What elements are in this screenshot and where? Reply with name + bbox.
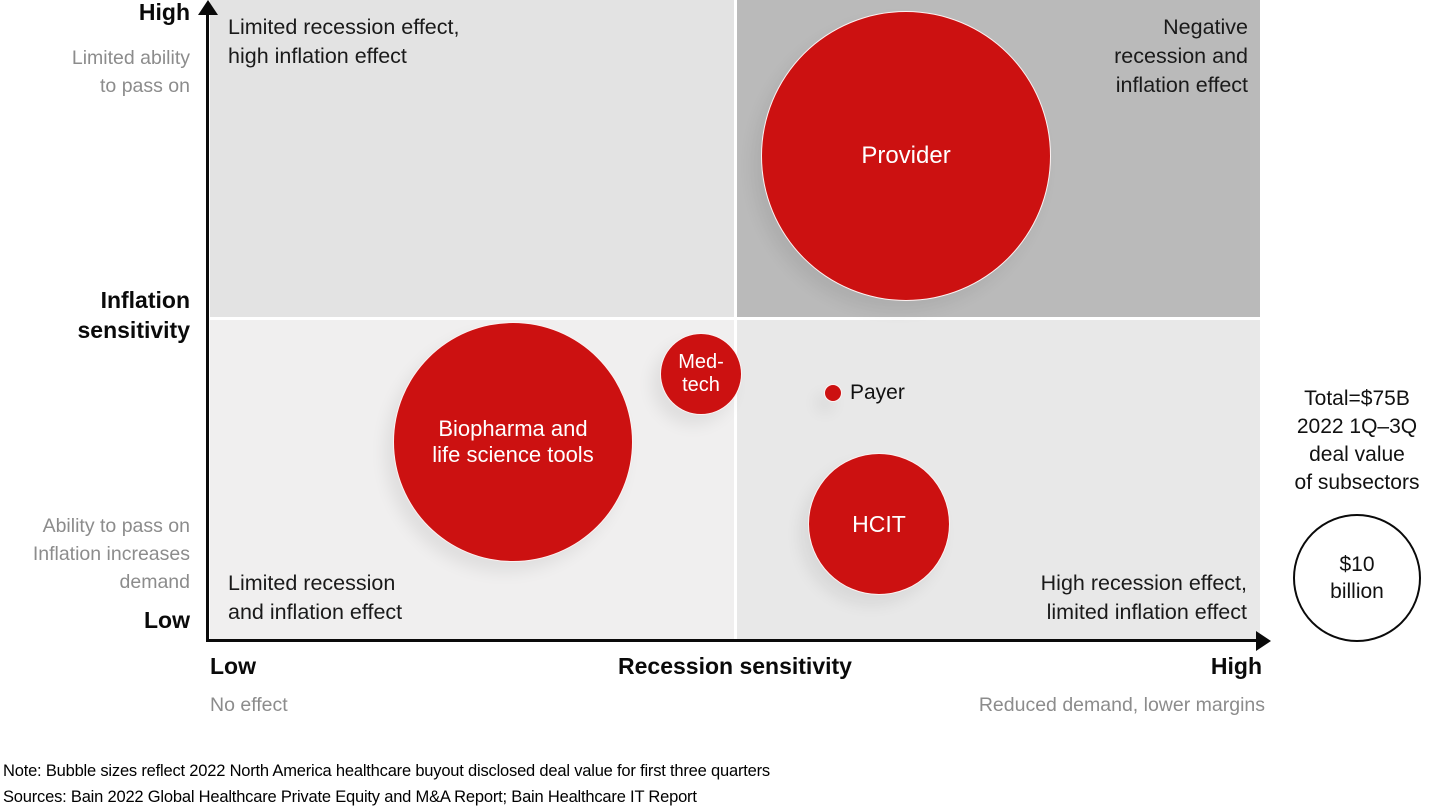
- quadrant-label-top-right: Negative recession and inflation effect: [1114, 15, 1248, 97]
- bubble-payer: [824, 384, 842, 402]
- x-axis-line: [207, 639, 1259, 642]
- bubble-hcit: HCIT: [808, 453, 950, 595]
- x-axis-high-label: High: [1210, 653, 1262, 679]
- footnote-sources: Sources: Bain 2022 Global Healthcare Pri…: [3, 788, 697, 806]
- y-axis-high-label: High: [138, 0, 190, 25]
- y-axis-line: [206, 8, 209, 642]
- x-axis-title: Recession sensitivity: [618, 653, 852, 679]
- x-axis-high-sublabel: Reduced demand, lower margins: [978, 694, 1265, 716]
- bubble-biopharma: Biopharma and life science tools: [393, 322, 633, 562]
- bubble-provider: Provider: [761, 11, 1051, 301]
- footnote-note: Note: Bubble sizes reflect 2022 North Am…: [3, 762, 770, 780]
- y-axis-arrow-icon: [198, 0, 218, 15]
- y-axis-title: Inflation sensitivity: [77, 287, 191, 343]
- x-axis-low-label: Low: [210, 653, 256, 679]
- quadrant-label-bottom-right: High recession effect, limited inflation…: [1040, 571, 1247, 624]
- y-axis-high-sublabel: Limited ability to pass on: [71, 47, 190, 97]
- x-axis-arrow-icon: [1256, 631, 1271, 651]
- quadrant-label-top-left: Limited recession effect, high inflation…: [228, 15, 460, 68]
- y-axis-low-sublabel: Ability to pass on Inflation increases d…: [32, 515, 190, 593]
- quadrant-label-bottom-left: Limited recession and inflation effect: [228, 571, 403, 624]
- bubble-payer-label: Payer: [850, 381, 905, 404]
- legend-reference-circle: $10 billion: [1293, 514, 1421, 642]
- bubble-medtech: Med- tech: [660, 333, 742, 415]
- legend-title: Total=$75B 2022 1Q–3Q deal value of subs…: [1294, 387, 1420, 494]
- x-axis-low-sublabel: No effect: [210, 694, 288, 716]
- y-axis-low-label: Low: [144, 607, 190, 633]
- quadrant-top-left: [210, 0, 734, 317]
